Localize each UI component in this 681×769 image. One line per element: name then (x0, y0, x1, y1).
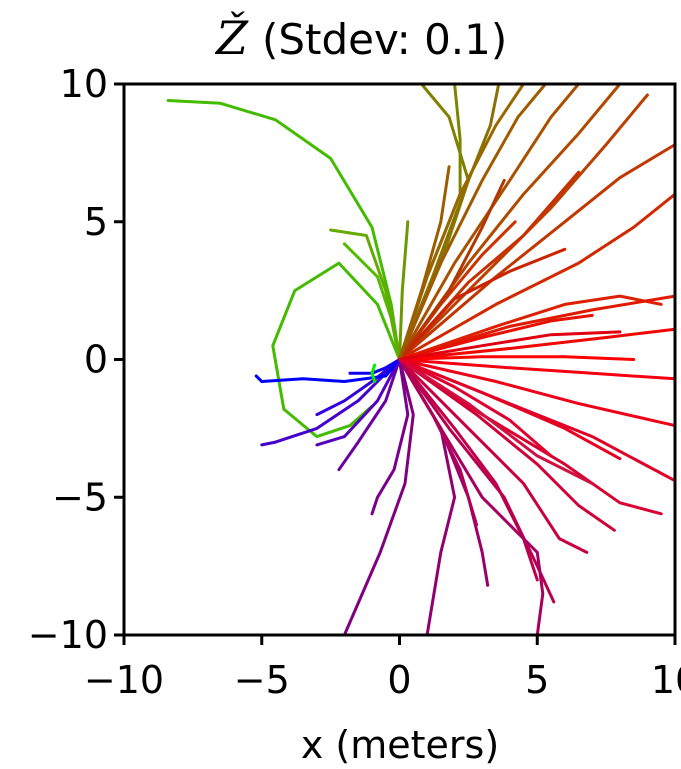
trajectory-line-48 (398, 358, 479, 527)
trajectory-line-47 (398, 358, 594, 485)
trajectory-line-4 (329, 228, 401, 361)
trajectory-line-39 (260, 358, 401, 447)
trajectory-line-1 (166, 99, 401, 361)
title-text: (Stdev: 0.1) (262, 15, 507, 64)
y-tick-label: 0 (84, 338, 108, 382)
trajectory-line-44 (398, 247, 567, 361)
trajectory-line-43 (370, 363, 377, 383)
trajectory-line-19 (398, 294, 677, 361)
trajectory-line-42 (348, 358, 401, 375)
trajectory-line-36 (370, 358, 410, 516)
y-axis-ticks: 10 5 0 −5 −10 (28, 62, 124, 657)
plot-area (122, 82, 677, 637)
trajectory-line-30 (398, 358, 539, 582)
x-axis-ticks: −10 −5 0 5 10 (84, 635, 681, 702)
trajectory-line-24 (398, 358, 677, 428)
trajectory-line-31 (398, 358, 556, 604)
trajectory-line-14 (398, 143, 677, 361)
x-axis-label: x (meters) (301, 723, 499, 767)
trajectory-line-10 (398, 82, 547, 361)
trajectory-line-26 (398, 358, 677, 483)
y-tick-label: −10 (28, 613, 108, 657)
y-tick-label: −5 (52, 475, 108, 519)
trajectory-line-35 (342, 358, 415, 637)
trajectory-line-28 (398, 358, 616, 532)
x-tick-label: 10 (651, 658, 681, 702)
trajectory-line-34 (398, 358, 457, 637)
trajectory-line-13 (398, 93, 649, 361)
trajectory-line-21 (398, 327, 677, 361)
trajectory-line-12 (398, 82, 622, 361)
trajectory-line-49 (398, 330, 622, 361)
trajectory-line-11 (398, 82, 581, 361)
trajectory-line-50 (398, 358, 553, 458)
trajectory-line-37 (337, 358, 401, 472)
y-tick-label: 5 (84, 200, 108, 244)
chart-title: Ž (Stdev: 0.1) (214, 10, 507, 65)
y-tick-label: 10 (60, 62, 108, 106)
series-layer (166, 82, 677, 637)
trajectory-line-46 (398, 165, 451, 361)
trajectory-line-45 (398, 178, 506, 361)
trajectory-line-18 (398, 294, 663, 361)
trajectory-line-20 (398, 313, 594, 361)
trajectory-line-32 (398, 358, 545, 637)
trajectory-line-23 (398, 358, 677, 381)
x-tick-label: 0 (387, 658, 411, 702)
trajectory-line-17 (398, 192, 677, 361)
trajectory-line-5 (398, 220, 410, 361)
trajectory-line-40 (315, 358, 401, 417)
trajectory-line-2 (271, 261, 401, 439)
x-tick-label: −5 (234, 658, 290, 702)
title-symbol: Ž (214, 10, 249, 65)
trajectory-line-33 (398, 358, 490, 587)
x-tick-label: 5 (525, 658, 549, 702)
x-tick-label: −10 (84, 658, 164, 702)
trajectory-line-22 (398, 355, 636, 361)
trajectory-line-41 (254, 358, 401, 383)
trajectory-line-29 (398, 358, 589, 554)
trajectory-line-38 (315, 358, 401, 447)
